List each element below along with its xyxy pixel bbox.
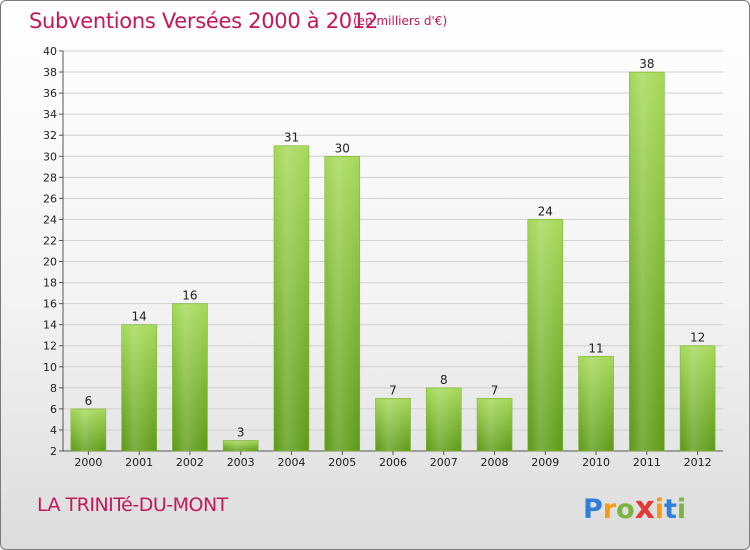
x-tick-label-2003: 2003 [227,456,255,469]
x-tick-label-2007: 2007 [430,456,458,469]
logo-letter: t [663,494,677,525]
y-tick-label: 38 [43,66,57,79]
y-tick-label: 32 [43,129,57,142]
y-tick-label: 8 [50,382,57,395]
bar-highlight [123,325,155,451]
bar-highlight [377,399,409,451]
y-tick-label: 36 [43,87,57,100]
y-tick-label: 18 [43,277,57,290]
x-tick-label-2006: 2006 [379,456,407,469]
value-label-2001: 14 [132,310,147,324]
proxiti-logo[interactable]: Proxiti [583,490,686,526]
y-tick-label: 34 [43,108,57,121]
bar-highlight [479,399,511,451]
value-label-2005: 30 [335,141,350,155]
x-tick-label-2005: 2005 [328,456,356,469]
logo-letter: i [676,494,687,525]
x-tick-label-2010: 2010 [582,456,610,469]
value-label-2003: 3 [237,425,245,439]
value-label-2010: 11 [588,341,603,355]
value-label-2011: 38 [639,57,654,71]
y-tick-label: 22 [43,234,57,247]
y-tick-label: 26 [43,192,57,205]
x-tick-label-2000: 2000 [74,456,102,469]
bar-highlight [326,157,358,451]
x-tick-label-2001: 2001 [125,456,153,469]
logo-letter: i [654,494,664,525]
bar-highlight [275,146,307,451]
x-tick-labels: 2000 2001 2002 2003 2004 2005 2006 2007 2008 2009… [74,456,711,469]
logo-letter: P [583,494,603,525]
commune-name: LA TRINITé-DU-MONT [37,494,228,516]
bars [70,71,716,452]
bar-highlight [631,73,663,451]
logo-letter: r [602,494,617,525]
y-tick-label: 30 [43,150,57,163]
bar-highlight [529,220,561,451]
bar-highlight [580,357,612,451]
y-tick-label: 20 [43,256,57,269]
x-tick-label-2012: 2012 [684,456,712,469]
bar-highlight [682,346,714,451]
value-label-2007: 8 [440,373,448,387]
y-tick-label: 2 [50,445,57,458]
bar-highlight [174,304,206,451]
x-tick-label-2002: 2002 [176,456,204,469]
y-tick-label: 4 [50,424,57,437]
value-label-2012: 12 [690,331,705,345]
y-tick-label: 10 [43,361,57,374]
chart-unit-subtitle: (en milliers d'€) [353,14,448,28]
y-tick-label: 24 [43,213,57,226]
value-label-2004: 31 [284,131,299,145]
x-tick-label-2008: 2008 [481,456,509,469]
chart-title: Subventions Versées 2000 à 2012 [29,9,378,33]
bar-highlight [428,388,460,451]
y-tick-label: 40 [43,45,57,58]
value-label-2000: 6 [85,394,93,408]
logo-letter: o [616,494,635,525]
bar-highlight [225,441,257,451]
bar-highlight [72,409,104,451]
y-tick-label: 14 [43,319,57,332]
grid-lines [63,50,723,431]
x-tick-label-2009: 2009 [531,456,559,469]
y-tick-label: 6 [50,403,57,416]
y-tick-label: 12 [43,340,57,353]
value-label-2008: 7 [491,383,499,397]
y-tick-label: 28 [43,171,57,184]
value-label-2002: 16 [182,289,197,303]
value-labels: 6 14 16 3 31 30 7 8 7 24 11 38 12 [85,57,706,439]
logo-letter: x [634,490,655,526]
value-label-2006: 7 [389,383,397,397]
y-tick-label: 16 [43,298,57,311]
x-tick-label-2004: 2004 [277,456,305,469]
x-tick-label-2011: 2011 [633,456,661,469]
value-label-2009: 24 [538,204,553,218]
